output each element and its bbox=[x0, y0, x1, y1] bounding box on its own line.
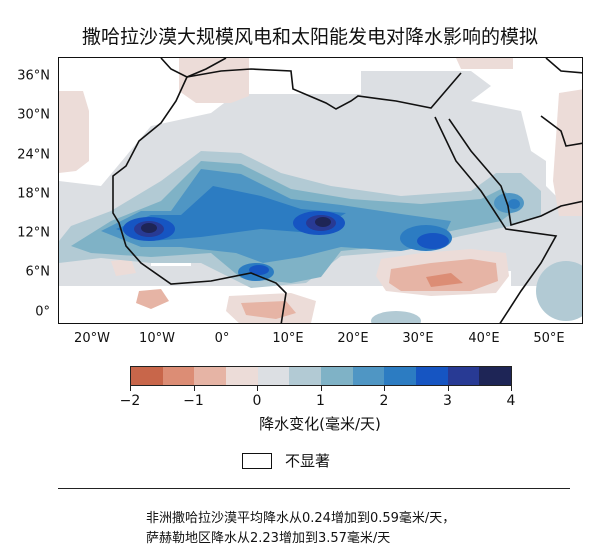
lon-label: 30°E bbox=[402, 331, 434, 346]
contour-neg-0.5-0 bbox=[59, 91, 89, 173]
lat-label: 12°N bbox=[17, 225, 50, 241]
colorbar-bin bbox=[162, 367, 195, 385]
not-significant-legend-label: 不显著 bbox=[285, 452, 331, 470]
colorbar-bin bbox=[321, 367, 353, 385]
colorbar-tick-label: 0 bbox=[252, 393, 262, 409]
lat-label: 24°N bbox=[17, 147, 50, 163]
contour-neg-0.5-0 bbox=[553, 89, 582, 216]
contour-0.5-1 bbox=[536, 261, 582, 321]
lon-label: 10°E bbox=[272, 331, 304, 346]
contour-2.5-3 bbox=[249, 265, 269, 275]
colorbar-bin bbox=[194, 367, 227, 385]
lat-label: 18°N bbox=[17, 186, 50, 202]
coastlines bbox=[112, 58, 582, 323]
lon-label: 50°E bbox=[533, 331, 565, 346]
contour-2.5-3 bbox=[417, 233, 449, 249]
colorbar-tick bbox=[320, 386, 322, 391]
colorbar-bin bbox=[226, 367, 258, 385]
contour-neg-0.5-0 bbox=[179, 58, 249, 103]
lon-label: 0° bbox=[214, 331, 230, 346]
colorbar-bin bbox=[384, 367, 417, 385]
colorbar-tick-label: 3 bbox=[443, 393, 452, 409]
contour-neg-0.5-0 bbox=[456, 58, 513, 69]
colorbar-bin bbox=[131, 367, 163, 385]
colorbar-tick-label: 2 bbox=[379, 393, 389, 409]
note-line: 非洲撒哈拉沙漠平均降水从0.24增加到0.59毫米/天， bbox=[146, 511, 456, 526]
figure-title: 撒哈拉沙漠大规模风电和太阳能发电对降水影响的模拟 bbox=[81, 26, 538, 48]
contour-2-2.5 bbox=[508, 199, 520, 209]
contour-0.5-1 bbox=[371, 311, 421, 323]
lat-label: 6°N bbox=[25, 264, 51, 280]
colorbar-tick bbox=[130, 386, 131, 391]
contour-3.5-4 bbox=[141, 223, 157, 233]
colorbar-bin bbox=[257, 367, 290, 385]
colorbar-tick bbox=[447, 386, 449, 391]
colorbar-bin bbox=[447, 367, 480, 385]
colorbar-tick bbox=[384, 386, 385, 391]
lat-label: 36°N bbox=[17, 68, 50, 84]
colorbar-bin bbox=[289, 367, 322, 385]
note-line: 萨赫勒地区降水从2.23增加到3.57毫米/天 bbox=[146, 531, 391, 546]
contour-neg-0.5-0 bbox=[111, 259, 136, 276]
lon-label: 40°E bbox=[468, 331, 500, 346]
colorbar-tick bbox=[511, 386, 512, 391]
lat-label: 30°N bbox=[17, 107, 50, 123]
lon-label: 20°W bbox=[74, 331, 110, 346]
colorbar-label: 降水变化(毫米/天) bbox=[259, 415, 381, 433]
lat-label: 0° bbox=[35, 304, 50, 320]
lon-label: 20°E bbox=[337, 331, 369, 346]
contour-neg-1-0.5 bbox=[136, 289, 169, 309]
map-svg bbox=[59, 58, 582, 323]
colorbar-tick bbox=[257, 386, 258, 391]
divider bbox=[58, 488, 570, 489]
colorbar-bin bbox=[479, 367, 512, 385]
colorbar-bin bbox=[416, 367, 448, 385]
precipitation-map bbox=[58, 57, 583, 324]
lon-label: 10°W bbox=[139, 331, 175, 346]
colorbar bbox=[130, 366, 512, 386]
contour-3.5-4 bbox=[315, 217, 331, 227]
colorbar-tick bbox=[193, 386, 195, 391]
not-significant-legend-swatch bbox=[242, 453, 272, 469]
colorbar-tick-label: 4 bbox=[506, 393, 516, 409]
colorbar-tick-label: 1 bbox=[316, 393, 325, 409]
colorbar-tick-label: −1 bbox=[183, 393, 204, 409]
colorbar-tick-label: −2 bbox=[119, 393, 141, 409]
colorbar-bin bbox=[352, 367, 385, 385]
not-significant-patch bbox=[59, 286, 582, 323]
contour-neg-1.5-1 bbox=[426, 273, 463, 287]
